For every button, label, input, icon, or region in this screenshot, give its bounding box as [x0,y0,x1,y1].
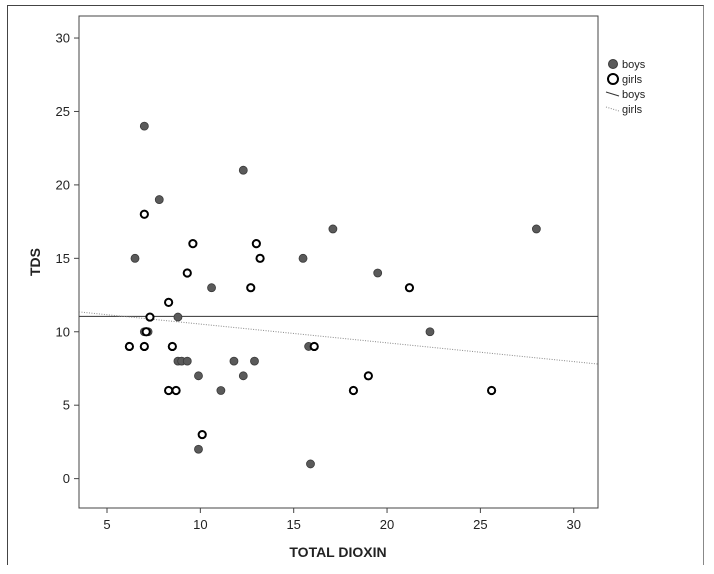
point-girls [251,239,261,249]
point-boys [207,283,216,293]
point-boys [238,371,248,381]
point-girls [188,239,198,249]
y-tick-label: 0 [63,471,70,486]
legend-boys-marker [608,59,618,69]
legend-girls-line [605,106,620,112]
y-tick-label: 10 [56,324,70,339]
point-boys [250,356,259,366]
point-girls [145,312,155,322]
point-boys [425,327,435,337]
chart-frame [7,5,704,565]
point-girls [141,327,151,337]
x-tick-label: 15 [286,517,300,532]
legend: boys girls boys girls [605,59,646,116]
point-boys [229,356,239,366]
point-girls [246,283,256,293]
point-boys [139,121,149,131]
point-girls [164,297,174,307]
point-boys [216,386,226,395]
x-tick-label: 25 [473,517,487,532]
point-boys [298,253,308,263]
point-boys [154,195,164,204]
x-tick-label: 10 [193,517,207,532]
plot-area [78,15,599,509]
y-tick-label: 20 [56,177,70,192]
point-boys [373,268,383,278]
legend-boys-marker-label: boys [622,59,646,71]
point-boys [328,224,338,234]
y-tick-label: 25 [56,104,70,119]
point-boys [173,312,183,322]
point-girls [171,385,181,396]
point-girls [255,253,265,263]
y-axis-title: TDS [27,248,43,276]
point-girls [167,341,177,352]
point-girls [197,429,207,440]
point-girls [363,371,373,381]
legend-boys-line-label: boys [622,89,646,101]
legend-girls-line-label: girls [622,104,643,116]
x-tick-label: 5 [103,517,110,532]
x-tick-label: 30 [566,517,580,532]
point-boys [194,444,203,454]
y-tick-label: 5 [63,398,70,413]
point-girls [164,385,174,396]
x-axis-title: TOTAL DIOXIN [289,544,386,560]
point-girls [404,283,415,293]
legend-girls-marker-label: girls [622,74,643,86]
point-girls [182,268,192,278]
point-girls [139,209,149,219]
point-girls [486,385,497,396]
point-boys [194,371,203,381]
point-boys [130,253,140,263]
point-boys [182,356,192,366]
point-boys [306,459,315,469]
y-tick-label: 30 [56,31,70,46]
legend-girls-marker [607,73,619,85]
legend-boys-line [605,91,620,97]
point-girls [309,341,319,352]
point-girls [139,341,149,352]
point-girls [348,385,359,396]
point-girls [124,341,135,352]
x-tick-label: 20 [380,517,394,532]
point-boys [531,224,541,234]
y-tick-label: 15 [56,251,70,266]
point-boys [238,165,248,175]
fit-line-girls [78,311,599,365]
